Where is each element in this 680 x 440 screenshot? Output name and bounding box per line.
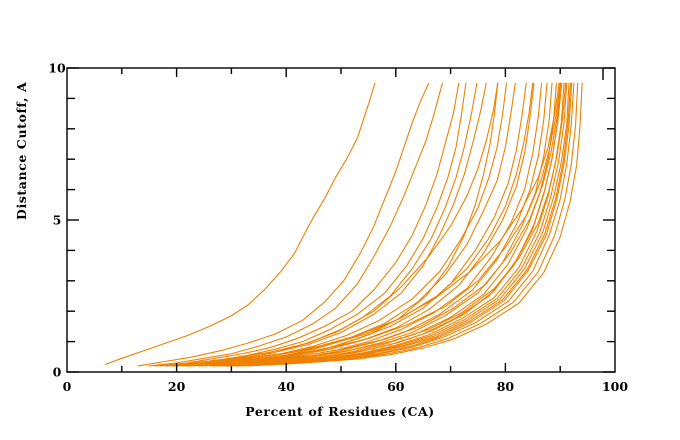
x-tick-label: 80 bbox=[497, 379, 515, 394]
y-axis-label: Distance Cutoff, A bbox=[14, 81, 29, 220]
x-tick-label: 20 bbox=[168, 379, 186, 394]
x-tick-label: 0 bbox=[63, 379, 72, 394]
x-axis-label: Percent of Residues (CA) bbox=[245, 404, 435, 419]
series-line bbox=[247, 82, 583, 367]
series-line bbox=[154, 82, 499, 367]
series-line bbox=[225, 82, 568, 367]
series-line bbox=[176, 82, 487, 367]
series-line bbox=[230, 82, 572, 367]
y-tick-label: 10 bbox=[48, 61, 66, 76]
series-line bbox=[148, 82, 443, 367]
series-line bbox=[173, 82, 534, 367]
series-line bbox=[165, 82, 560, 367]
series-line bbox=[197, 82, 535, 367]
x-tick-label: 60 bbox=[387, 379, 405, 394]
series-line bbox=[187, 82, 562, 367]
y-tick-label: 0 bbox=[53, 365, 62, 380]
series-line bbox=[176, 82, 561, 367]
series-line bbox=[137, 82, 430, 367]
y-tick-label: 5 bbox=[53, 213, 62, 228]
tick-labels-group: 0 20 40 60 80 100 0 5 10 bbox=[48, 61, 628, 395]
x-tick-label: 100 bbox=[602, 379, 628, 394]
series-line bbox=[184, 82, 499, 367]
x-tick-label: 40 bbox=[277, 379, 295, 394]
series-line bbox=[104, 82, 376, 365]
series-line bbox=[159, 82, 460, 367]
series-line bbox=[211, 82, 563, 367]
series-group bbox=[104, 82, 583, 367]
axes-group bbox=[66, 67, 616, 373]
series-line bbox=[197, 82, 567, 367]
